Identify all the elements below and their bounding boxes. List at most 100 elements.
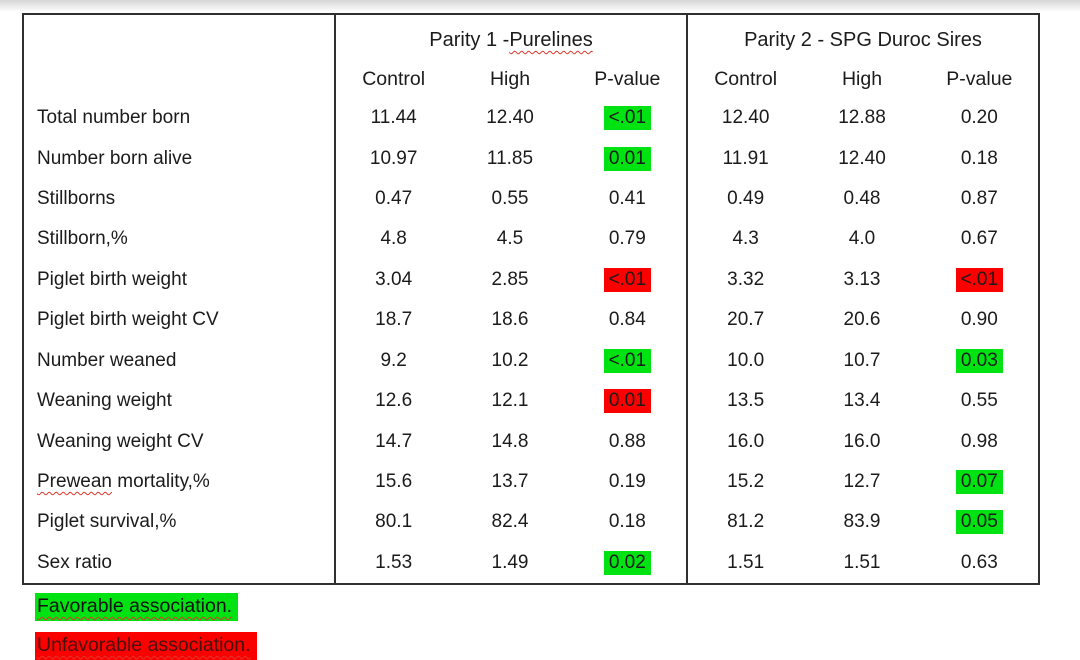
value: 14.7 — [375, 430, 413, 452]
cell-p2-control: 11.91 — [686, 138, 803, 179]
value: 15.6 — [375, 470, 413, 492]
row-label-text: Weaning weight CV — [37, 430, 204, 452]
table-row: Piglet birth weight 3.04 2.85 <.01 3.32 … — [24, 259, 1038, 301]
value: 1.51 — [727, 551, 765, 573]
cell-p1-control: 11.44 — [334, 98, 451, 139]
row-label-text: Piglet birth weight — [37, 268, 187, 290]
table-row: Piglet survival,% 80.1 82.4 0.18 81.2 83… — [24, 502, 1038, 543]
row-label-text: Sex ratio — [37, 551, 112, 573]
row-label-text: Piglet survival,% — [37, 511, 177, 533]
cell-p1-control: 18.7 — [334, 300, 451, 341]
value: 13.7 — [491, 470, 529, 492]
cell-p2-pvalue: 0.20 — [921, 106, 1038, 130]
cell-p2-high: 12.7 — [803, 471, 920, 493]
cell-p1-control: 4.8 — [334, 219, 451, 260]
cell-p2-pvalue: 0.90 — [921, 308, 1038, 332]
legend-favorable-text: Favorable association. — [37, 595, 233, 617]
table-row: Number weaned 9.2 10.2 <.01 10.0 10.7 0.… — [24, 340, 1038, 381]
p-value: 0.79 — [608, 228, 646, 250]
p-value: <.01 — [603, 348, 652, 373]
legend-unfavorable-text: Unfavorable association. — [37, 634, 251, 656]
value: 3.04 — [375, 268, 413, 290]
cell-p2-high: 10.7 — [803, 350, 920, 372]
col-header-p1-control: Control — [334, 60, 451, 98]
row-label: Total number born — [24, 107, 334, 129]
col-header-p1-pvalue: P-value — [594, 67, 661, 90]
section-title-parity1-misspelled: Purelines — [509, 29, 593, 51]
value: 20.6 — [843, 309, 881, 331]
row-label: Piglet survival,% — [24, 511, 334, 533]
value: 20.7 — [727, 309, 765, 331]
cell-p2-high: 83.9 — [803, 511, 920, 533]
cell-p1-control: 9.2 — [334, 340, 451, 381]
row-label-text: Number weaned — [37, 349, 177, 371]
cell-p2-control: 12.40 — [686, 98, 803, 139]
cell-p2-control: 13.5 — [686, 380, 803, 422]
cell-p1-pvalue: <.01 — [569, 267, 686, 292]
row-label: Weaning weight — [24, 390, 334, 412]
cell-p2-high: 16.0 — [803, 431, 920, 453]
value: 12.6 — [375, 390, 413, 412]
cell-p2-control: 16.0 — [686, 421, 803, 462]
value: 11.91 — [722, 147, 769, 169]
value: 0.48 — [843, 188, 881, 210]
value: 13.4 — [843, 390, 881, 412]
cell-p2-control: 10.0 — [686, 340, 803, 381]
table-row: Stillborns 0.47 0.55 0.41 0.49 0.48 0.87 — [24, 178, 1038, 220]
cell-p2-pvalue: 0.05 — [921, 510, 1038, 535]
cell-p2-high: 0.48 — [803, 188, 920, 210]
cell-p2-pvalue: 0.55 — [921, 389, 1038, 413]
section-header-row: Parity 1 - Purelines Parity 2 - SPG Duro… — [24, 15, 1038, 60]
legend-unfavorable: Unfavorable association. — [35, 632, 257, 660]
cell-p1-high: 10.2 — [451, 350, 568, 372]
cell-p2-control: 81.2 — [686, 502, 803, 543]
row-label: Weaning weight CV — [24, 431, 334, 453]
table-row: Number born alive 10.97 11.85 0.01 11.91… — [24, 138, 1038, 179]
p-value: 0.63 — [960, 551, 998, 573]
table-row: Weaning weight 12.6 12.1 0.01 13.5 13.4 … — [24, 380, 1038, 422]
results-table: Parity 1 - Purelines Parity 2 - SPG Duro… — [22, 13, 1040, 585]
table-row: Piglet birth weight CV 18.7 18.6 0.84 20… — [24, 300, 1038, 341]
cell-p2-control: 20.7 — [686, 300, 803, 341]
top-edge-shade — [0, 0, 1080, 12]
p-value: 0.02 — [603, 550, 651, 575]
section-title-parity1-text: Parity 1 - — [429, 29, 510, 51]
col-header-p2-pvalue: P-value — [946, 67, 1013, 90]
table-row: Weaning weight CV 14.7 14.8 0.88 16.0 16… — [24, 421, 1038, 462]
p-value: 0.07 — [955, 469, 1003, 494]
value: 16.0 — [727, 430, 765, 452]
cell-p2-pvalue: 0.07 — [921, 469, 1038, 494]
cell-p1-control: 15.6 — [334, 461, 451, 503]
table-body: Total number born 11.44 12.40 <.01 12.40… — [24, 98, 1038, 583]
table-row: Prewean mortality,% 15.6 13.7 0.19 15.2 … — [24, 461, 1038, 503]
row-label: Sex ratio — [24, 552, 334, 574]
cell-p1-pvalue: 0.19 — [569, 470, 686, 494]
cell-p1-pvalue: 0.01 — [569, 389, 686, 414]
row-label: Piglet birth weight — [24, 269, 334, 291]
cell-p1-pvalue: 0.41 — [569, 187, 686, 211]
col-header-p1-high: High — [489, 67, 531, 90]
value: 9.2 — [380, 349, 407, 371]
cell-p1-control: 3.04 — [334, 259, 451, 301]
p-value: <.01 — [603, 267, 652, 292]
cell-p1-high: 0.55 — [451, 188, 568, 210]
cell-p2-control: 0.49 — [686, 178, 803, 220]
section-title-parity1: Parity 1 - Purelines — [334, 15, 686, 60]
cell-p1-pvalue: 0.02 — [569, 550, 686, 575]
value: 0.47 — [375, 188, 413, 210]
legend-favorable: Favorable association. — [35, 593, 239, 621]
cell-p1-control: 10.97 — [334, 138, 451, 179]
cell-p1-high: 12.40 — [451, 107, 568, 129]
p-value: 0.18 — [960, 147, 998, 169]
p-value: 0.55 — [960, 390, 998, 412]
p-value: 0.84 — [608, 309, 646, 331]
cell-p2-high: 13.4 — [803, 390, 920, 412]
col-header-p2-control: Control — [686, 60, 803, 98]
p-value: 0.19 — [608, 470, 646, 492]
row-label-misspelled: Prewean — [37, 470, 112, 492]
p-value: 0.05 — [955, 510, 1003, 535]
cell-p1-pvalue: <.01 — [569, 348, 686, 373]
value: 13.5 — [727, 390, 765, 412]
value: 4.3 — [732, 228, 759, 250]
cell-p2-high: 4.0 — [803, 228, 920, 250]
